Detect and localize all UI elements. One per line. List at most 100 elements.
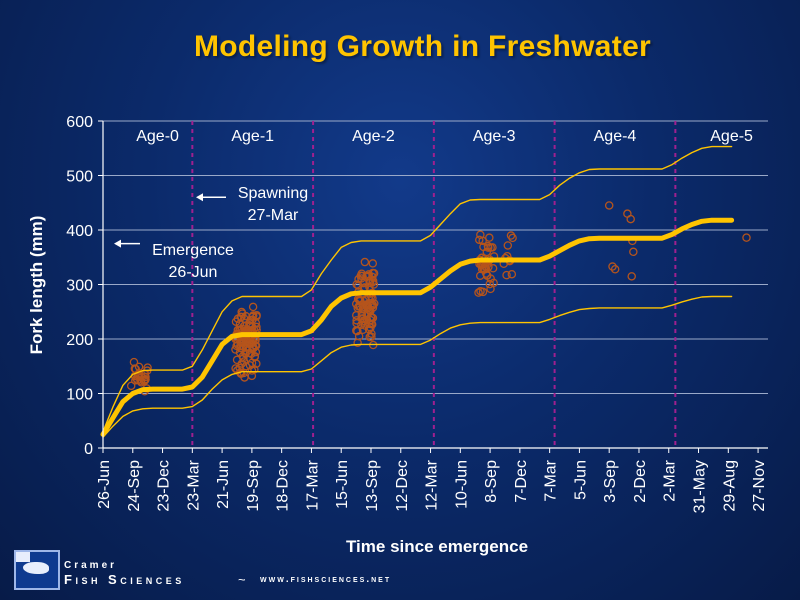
x-tick-label: 13-Sep	[364, 460, 381, 512]
observation-point	[503, 241, 513, 250]
brand-line1: Cramer	[64, 560, 118, 571]
y-tick-label: 600	[66, 114, 93, 131]
age-label: Age-2	[352, 128, 395, 145]
growth-lines	[100, 145, 735, 438]
observation-point	[629, 247, 638, 257]
observation-point	[357, 314, 367, 324]
age-labels: Age-0 Age-1 Age-2 Age-3 Age-4 Age-5	[136, 128, 753, 145]
observation-point	[252, 312, 261, 321]
x-tick-label: 21-Jun	[215, 460, 232, 509]
observation-point	[486, 274, 495, 283]
observation-point	[239, 314, 249, 323]
observation-point	[126, 381, 136, 391]
x-tick-label: 5-Jun	[572, 460, 589, 500]
footer: Cramer Fish Sciences ~ www.fishsciences.…	[14, 550, 434, 590]
x-tick-label: 27-Nov	[751, 460, 768, 512]
observation-point	[354, 281, 363, 290]
observation-point	[368, 259, 378, 268]
observation-point	[742, 233, 751, 242]
fish-logo-icon	[14, 550, 60, 590]
observation-point	[479, 242, 488, 252]
x-axis-title: Time since emergence	[346, 537, 528, 556]
observation-point	[238, 309, 247, 318]
observation-point	[478, 236, 487, 246]
observation-point	[231, 364, 240, 373]
observation-point	[237, 359, 247, 368]
observation-point	[233, 366, 242, 375]
age-boundaries	[191, 121, 677, 448]
x-tick-label: 3-Sep	[602, 460, 619, 503]
observation-point	[355, 296, 365, 306]
observation-point	[231, 317, 241, 326]
x-tick-label: 23-Dec	[156, 460, 173, 512]
emergence-label: Emergence	[152, 242, 234, 259]
observation-point	[508, 233, 517, 243]
x-tick-label: 18-Dec	[275, 460, 292, 512]
age-label: Age-0	[136, 128, 179, 145]
observation-point	[247, 366, 257, 375]
observation-point	[507, 269, 517, 279]
slide-title: Modeling Growth in Freshwater	[193, 30, 652, 63]
observation-point	[488, 243, 497, 252]
observation-point	[506, 231, 516, 240]
y-tick-label: 400	[66, 223, 93, 240]
x-tick-label: 29-Aug	[721, 460, 738, 512]
observation-point	[474, 288, 483, 297]
age-label: Age-4	[594, 128, 637, 145]
x-tick-label: 19-Sep	[245, 460, 262, 512]
observation-point	[240, 373, 249, 382]
annotations: Spawning 27-Mar Emergence 26-Jun	[114, 185, 308, 281]
age-label: Age-5	[710, 128, 753, 145]
y-axis-title: Fork length (mm)	[27, 216, 46, 355]
observation-point	[137, 378, 146, 387]
x-tick-label: 15-Jun	[334, 460, 351, 509]
observation-point	[241, 337, 250, 346]
observation-point	[248, 302, 258, 312]
observation-point	[247, 322, 257, 332]
observation-point	[358, 304, 368, 314]
x-tick-label: 7-Dec	[513, 460, 530, 503]
observation-point	[366, 301, 375, 310]
observation-point	[475, 235, 484, 245]
observation-point	[130, 364, 140, 373]
observation-point	[250, 352, 259, 362]
series-mean-line	[100, 217, 735, 437]
observation-point	[608, 262, 617, 271]
spawning-arrowhead-icon	[196, 193, 203, 202]
x-tick-label: 17-Mar	[304, 459, 321, 510]
y-tick-label: 300	[66, 278, 93, 295]
observation-point	[486, 284, 495, 294]
observation-point	[502, 270, 511, 280]
observation-point	[251, 341, 261, 350]
footer-separator: ~	[238, 572, 246, 587]
observed-points	[126, 201, 751, 396]
observation-point	[488, 264, 498, 273]
emergence-date: 26-Jun	[169, 264, 218, 281]
observation-point	[360, 321, 370, 330]
x-tick-label: 24-Sep	[126, 460, 143, 512]
spawning-label: Spawning	[238, 185, 308, 202]
observation-point	[365, 332, 374, 342]
x-tick-label: 7-Mar	[543, 459, 560, 501]
y-tick-label: 100	[66, 387, 93, 404]
observation-point	[237, 338, 246, 347]
series-lower-line	[102, 295, 733, 438]
age-label: Age-1	[231, 128, 274, 145]
y-tick-label: 500	[66, 169, 93, 186]
spawning-date: 27-Mar	[248, 207, 299, 224]
x-tick-label: 2-Dec	[632, 460, 649, 503]
axes: 0 100 200 300 400 500 600 26-Jun 24-Sep 23-Dec 23-…	[27, 114, 768, 556]
series-upper-line	[102, 145, 733, 433]
observation-point	[353, 338, 362, 348]
observation-point	[485, 233, 494, 242]
x-tick-label: 26-Jun	[96, 460, 113, 509]
observation-point	[626, 214, 635, 224]
observation-point	[604, 201, 614, 210]
x-tick-label: 23-Mar	[185, 459, 202, 510]
x-tick-label: 12-Dec	[394, 460, 411, 512]
x-tick-label: 31-May	[692, 460, 709, 513]
x-tick-label: 8-Sep	[483, 460, 500, 503]
observation-point	[365, 277, 374, 286]
observation-point	[134, 362, 144, 372]
